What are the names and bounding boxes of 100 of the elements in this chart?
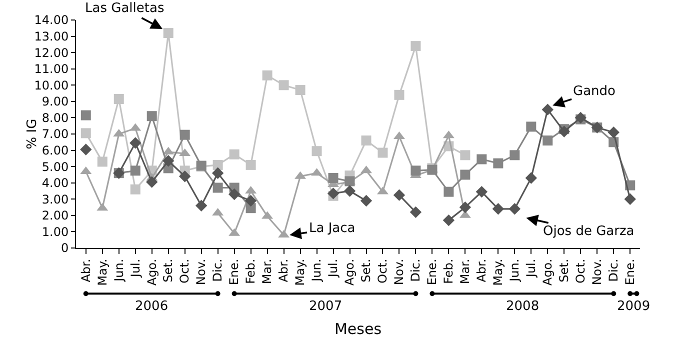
x-tick-label: Oct. [376,258,390,284]
y-tick-label: 12.00 [34,46,69,60]
x-tick-label: Nov. [590,258,604,286]
y-tick-label: 11.00 [34,62,69,76]
point [228,188,240,200]
y-tick-label: 7.00 [42,127,69,142]
point [80,128,91,138]
text: 2006 [135,299,168,314]
annotation: Gando [573,84,616,99]
x-tick-label: Ene. [623,258,638,286]
x-tick-label: Jun. [508,258,522,282]
x-tick-label: Nov. [392,258,406,286]
point [526,122,536,132]
x-tick-label: May. [95,258,110,286]
point [493,158,504,168]
point [312,146,322,156]
point [212,182,223,193]
point [442,214,455,226]
x-tick-label: Abr. [276,258,291,282]
point [344,185,356,197]
point [97,156,108,167]
y-tick-label: 2.00 [42,208,69,223]
point [459,201,472,214]
y-tick-label: 4.00 [42,176,69,190]
x-tick-label: Jun. [112,258,126,282]
point [178,170,191,182]
point [410,41,421,52]
point [542,104,554,116]
point [114,94,124,104]
x-tick-label: Dic. [606,258,621,282]
x-tick-label: Set. [557,258,572,282]
x-tick-label: Set. [161,258,176,282]
point [444,186,454,197]
y-tick-label: 9.00 [42,94,69,109]
x-tick-label: Oct. [574,258,588,284]
point [246,160,256,170]
y-tick-label: 3.00 [42,192,69,206]
point [295,85,306,96]
point [460,150,470,160]
point [278,80,289,90]
point [146,176,158,188]
y-tick-label: 1.00 [42,224,69,239]
annotation: La Jaca [309,221,356,236]
y-tick-label: 13.00 [34,29,69,44]
y-tick-label: 0 [60,241,69,256]
x-tick-label: Feb. [244,258,258,284]
y-tick-label: 10.00 [34,78,69,92]
point [146,111,157,122]
point [212,167,224,179]
point [80,110,91,120]
x-tick-label: Nov. [194,258,208,286]
point [361,136,372,146]
text: 2008 [506,299,540,314]
point [460,170,470,180]
point [130,137,142,149]
text: 2009 [617,299,650,314]
x-tick-label: Abr. [474,258,489,282]
x-tick-label: Ago. [144,258,159,286]
y-tick-label: 6.00 [42,143,69,158]
x-tick-label: Feb. [442,258,456,284]
point [212,160,223,170]
x-tick-label: Jul. [128,258,142,278]
point [476,154,487,164]
x-tick-label: Jun. [310,258,324,282]
point [130,184,140,194]
x-tick-label: Ago. [540,258,555,286]
point [624,193,636,205]
x-tick-label: Ene. [227,258,242,286]
point [130,166,140,176]
text: Las Galletas [85,1,164,16]
text: 2007 [309,299,342,314]
point [229,149,240,160]
point [327,188,340,200]
point [163,28,174,38]
y-tick-label: 14.00 [34,13,69,28]
point [608,126,620,138]
point [410,166,421,176]
x-tick-label: Ago. [342,258,357,286]
x-tick-label: Set. [359,258,374,282]
x-tick-label: Dic. [408,258,423,282]
point [378,148,388,158]
x-tick-label: Ene. [425,258,440,286]
point [195,200,208,212]
x-tick-label: May. [293,258,308,286]
point [525,172,538,184]
point [80,144,92,156]
x-tick-label: Dic. [210,258,225,282]
point [180,130,190,140]
y-axis-title: % IG [24,118,40,150]
annotation: Ojos de Garza [543,224,634,239]
point [328,172,338,183]
x-tick-label: Mar. [458,258,472,284]
point [244,194,257,207]
x-axis-title: Meses [334,320,382,338]
y-tick-label: 5.00 [42,160,69,174]
x-tick-label: Oct. [178,258,192,284]
point [492,203,504,215]
x-tick-label: May. [491,258,506,286]
y-tick-label: 8.00 [42,110,69,125]
point [542,136,553,146]
